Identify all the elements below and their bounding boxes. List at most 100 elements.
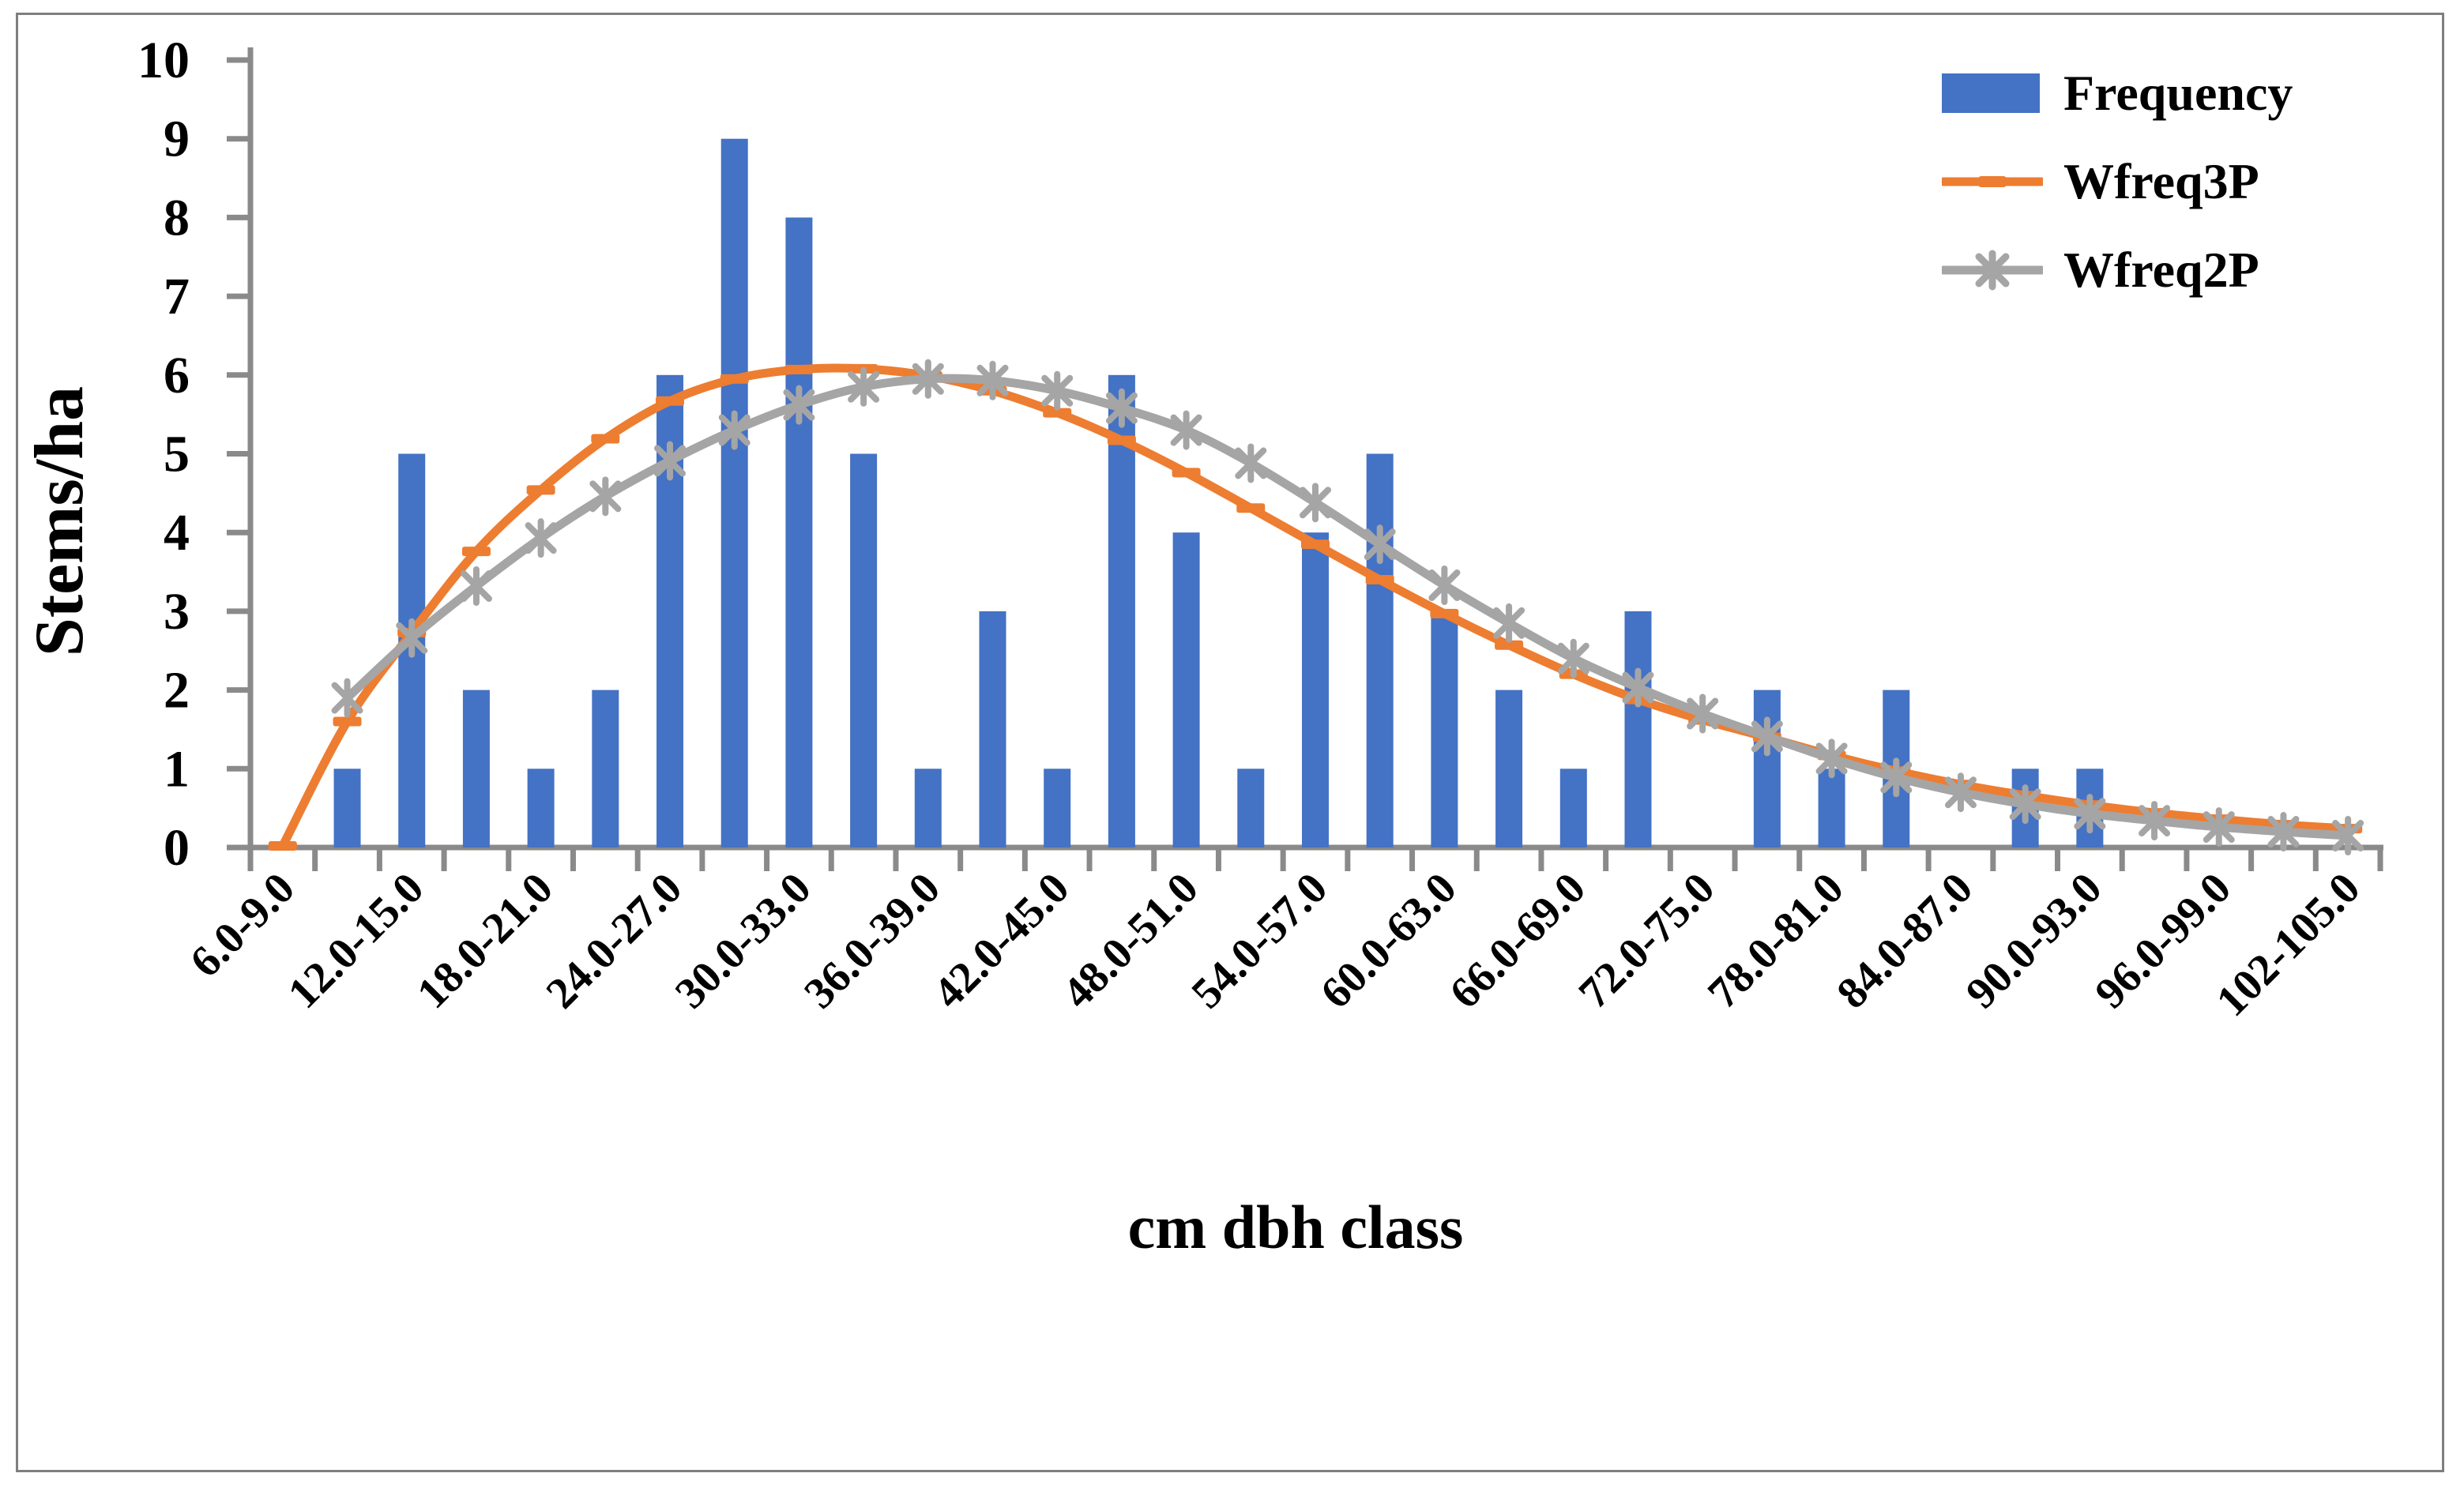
star-marker-icon (1235, 443, 1267, 483)
bar (462, 690, 490, 847)
y-axis-title: Stems/ha (21, 386, 98, 656)
star-marker-icon (976, 360, 1009, 400)
star-marker-icon (2267, 812, 2300, 852)
bar (1818, 769, 1845, 847)
legend-item-frequency: Frequency (1942, 49, 2293, 137)
star-marker-icon (1751, 716, 1783, 757)
star-marker-icon (1815, 738, 1848, 779)
y-tick-label: 7 (164, 268, 190, 325)
star-marker-icon (912, 359, 944, 399)
star-marker-icon (589, 476, 622, 517)
x-tick-label: 72.0-75.0 (1570, 863, 1725, 1018)
dash-marker-icon (526, 485, 555, 495)
legend-item-wfreq2p: Wfreq2P (1942, 226, 2293, 314)
dash-marker-icon (1107, 435, 1136, 445)
bar (1108, 374, 1135, 847)
x-tick-label: 42.0-45.0 (924, 863, 1079, 1018)
wfreq2p-line-swatch-icon (1942, 250, 2043, 291)
x-tick-label: 78.0-81.0 (1698, 863, 1853, 1018)
dash-marker-icon (1236, 503, 1266, 513)
star-marker-icon (718, 410, 750, 450)
figure-border (16, 13, 2444, 1472)
dash-marker-icon (1043, 408, 1072, 418)
series-line-wfreq3p (278, 363, 2353, 851)
bar (850, 453, 878, 847)
bar (1366, 453, 1394, 847)
dash-marker-icon (656, 396, 685, 406)
bar (720, 138, 748, 847)
x-tick-label: 30.0-33.0 (666, 863, 821, 1018)
bar (979, 611, 1006, 847)
bar (1237, 769, 1265, 847)
dash-marker-icon (1495, 640, 1524, 650)
legend-label-frequency: Frequency (2063, 65, 2293, 121)
x-tick-label: 6.0-9.0 (181, 863, 304, 987)
dash-marker-icon (591, 434, 620, 444)
star-marker-icon (1944, 772, 1977, 813)
dash-marker-icon (784, 364, 814, 374)
x-tick-label: 66.0-69.0 (1440, 863, 1595, 1018)
bar (1302, 532, 1329, 847)
x-tick-label: 48.0-51.0 (1053, 863, 1208, 1018)
x-axis-title: cm dbh class (1128, 1193, 1464, 1261)
x-tick-label: 12.0-15.0 (279, 863, 434, 1018)
chart-legend: Frequency Wfreq3P (1942, 49, 2293, 314)
star-marker-icon (1687, 693, 1719, 734)
star-marker-icon (1105, 388, 1138, 428)
frequency-bar-swatch-icon (1942, 72, 2043, 115)
bar (1559, 769, 1587, 847)
bar (1044, 769, 1071, 847)
bar (1495, 690, 1523, 847)
dash-marker-icon (720, 374, 749, 384)
bar (333, 769, 361, 847)
x-tick-label: 90.0-93.0 (1957, 863, 2112, 1018)
legend-label-wfreq3p: Wfreq3P (2063, 153, 2259, 209)
y-tick-label: 4 (164, 504, 190, 562)
x-tick-label: 84.0-87.0 (1828, 863, 1983, 1018)
y-tick-label: 6 (164, 347, 190, 404)
y-tick-label: 8 (164, 189, 190, 246)
star-marker-icon (1880, 757, 1913, 798)
star-marker-icon (783, 385, 815, 425)
star-marker-icon (525, 518, 557, 558)
star-marker-icon (1493, 603, 1525, 643)
star-marker-icon (2139, 801, 2171, 841)
dash-marker-icon (1365, 575, 1394, 585)
wfreq3p-line-swatch-icon (1942, 171, 2043, 193)
legend-label-wfreq2p: Wfreq2P (2063, 242, 2259, 298)
star-marker-icon (848, 366, 880, 407)
star-marker-icon (1622, 667, 1654, 708)
series-line-wfreq2p (343, 374, 2353, 840)
bar (785, 217, 813, 847)
x-tick-label: 54.0-57.0 (1183, 863, 1337, 1018)
star-marker-icon (2332, 816, 2364, 856)
bar (914, 769, 942, 847)
bar (527, 769, 555, 847)
x-tick-label: 24.0-27.0 (537, 863, 692, 1018)
bar (1172, 532, 1200, 847)
y-tick-label: 0 (164, 819, 190, 877)
star-marker-icon (460, 566, 492, 606)
star-marker-icon (2203, 807, 2235, 847)
dash-marker-icon (333, 716, 362, 727)
star-marker-icon (1428, 565, 1461, 605)
dash-marker-icon (461, 547, 491, 557)
star-marker-icon (1041, 370, 1074, 411)
star-marker-icon (2009, 784, 2041, 825)
star-marker-icon (331, 678, 363, 718)
bar (1431, 611, 1458, 847)
star-marker-icon (2074, 794, 2106, 834)
bar (592, 690, 619, 847)
bar (1624, 611, 1652, 847)
dash-marker-icon (1430, 608, 1459, 618)
star-marker-icon (1557, 638, 1589, 678)
dash-marker-icon (1172, 468, 1201, 478)
y-tick-label: 1 (164, 740, 190, 798)
x-tick-label: 102-105.0 (2207, 863, 2370, 1026)
star-marker-icon (1170, 410, 1202, 450)
y-tick-label: 10 (137, 32, 190, 89)
y-tick-label: 2 (164, 662, 190, 720)
dash-marker-icon (1301, 539, 1330, 550)
